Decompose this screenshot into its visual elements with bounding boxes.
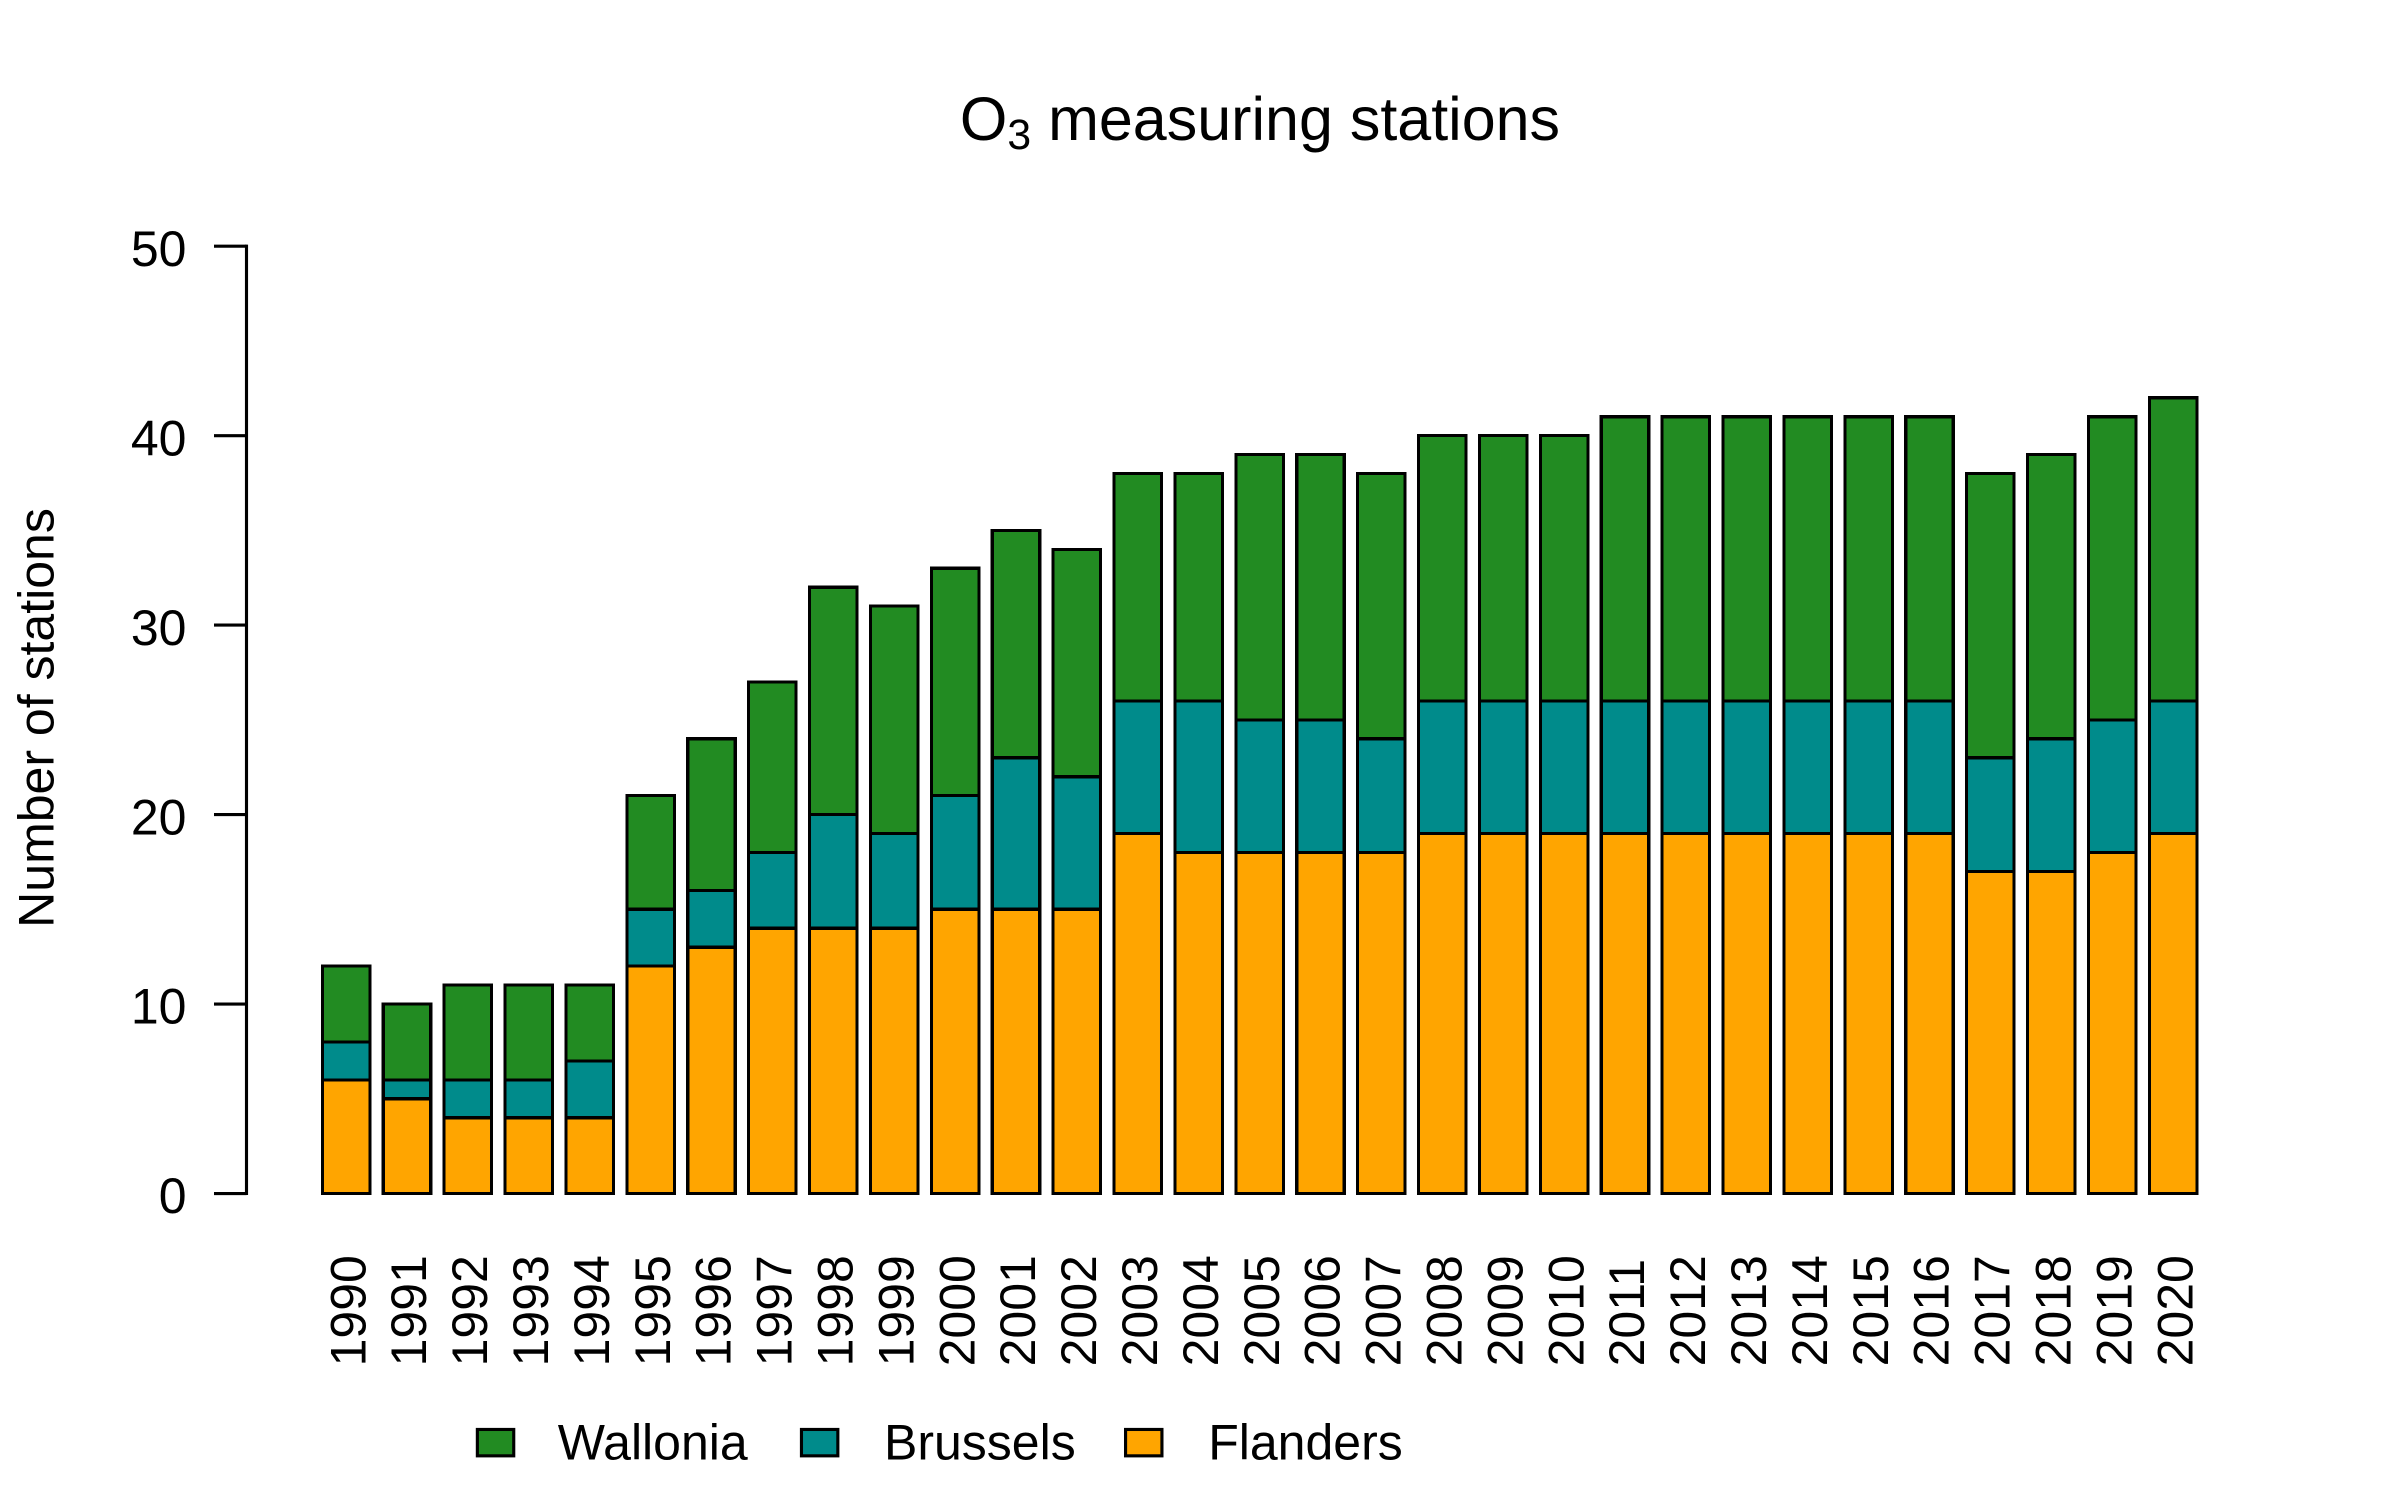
svg-text:2016: 2016 — [1904, 1255, 1960, 1366]
svg-text:2001: 2001 — [990, 1255, 1046, 1366]
svg-text:30: 30 — [131, 600, 187, 656]
svg-text:1998: 1998 — [808, 1255, 864, 1366]
svg-text:2015: 2015 — [1843, 1255, 1899, 1366]
svg-text:2014: 2014 — [1782, 1255, 1838, 1366]
svg-text:10: 10 — [131, 979, 187, 1035]
svg-text:Wallonia: Wallonia — [558, 1414, 748, 1470]
svg-text:1991: 1991 — [381, 1255, 437, 1366]
svg-text:2003: 2003 — [1112, 1255, 1168, 1366]
svg-text:1997: 1997 — [747, 1255, 803, 1366]
svg-text:20: 20 — [131, 789, 187, 845]
svg-text:2018: 2018 — [2026, 1255, 2082, 1366]
svg-text:Number of stations: Number of stations — [9, 508, 65, 928]
svg-text:1990: 1990 — [320, 1255, 376, 1366]
svg-text:2000: 2000 — [929, 1255, 985, 1366]
svg-text:50: 50 — [131, 221, 187, 277]
svg-text:40: 40 — [131, 410, 187, 466]
svg-text:1995: 1995 — [625, 1255, 681, 1366]
svg-text:0: 0 — [159, 1168, 187, 1224]
svg-text:2008: 2008 — [1417, 1255, 1473, 1366]
svg-text:2009: 2009 — [1477, 1255, 1533, 1366]
svg-text:2006: 2006 — [1295, 1255, 1351, 1366]
svg-text:Flanders: Flanders — [1208, 1414, 1403, 1470]
svg-text:2020: 2020 — [2147, 1255, 2203, 1366]
svg-text:2004: 2004 — [1173, 1255, 1229, 1366]
svg-text:2012: 2012 — [1660, 1255, 1716, 1366]
svg-text:1996: 1996 — [686, 1255, 742, 1366]
svg-text:1999: 1999 — [868, 1255, 924, 1366]
svg-text:2005: 2005 — [1234, 1255, 1290, 1366]
svg-text:2013: 2013 — [1721, 1255, 1777, 1366]
svg-text:1992: 1992 — [442, 1255, 498, 1366]
svg-text:2007: 2007 — [1356, 1255, 1412, 1366]
svg-text:2010: 2010 — [1538, 1255, 1594, 1366]
svg-text:1994: 1994 — [564, 1255, 620, 1366]
svg-text:2002: 2002 — [1051, 1255, 1107, 1366]
svg-text:Brussels: Brussels — [884, 1414, 1076, 1470]
svg-text:2017: 2017 — [1965, 1255, 2021, 1366]
svg-text:2019: 2019 — [2086, 1255, 2142, 1366]
svg-text:2011: 2011 — [1599, 1259, 1655, 1367]
svg-text:1993: 1993 — [503, 1255, 559, 1366]
svg-text:O3 measuring stations: O3 measuring stations — [960, 85, 1560, 159]
